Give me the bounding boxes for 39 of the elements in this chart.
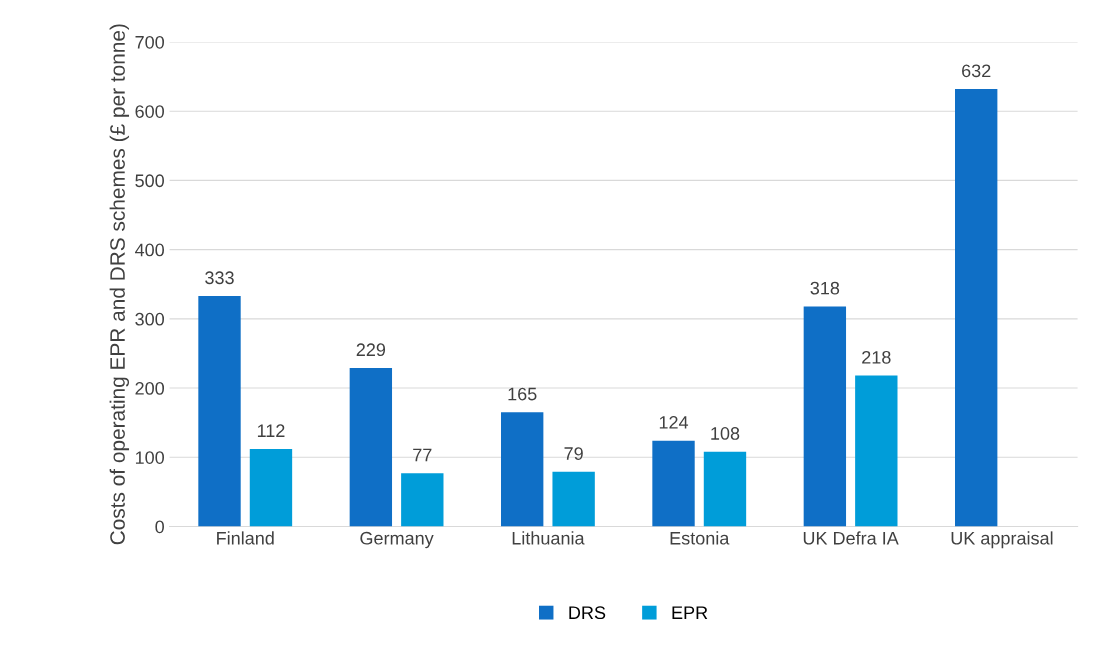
y-tick-label: 300 <box>135 312 165 326</box>
data-label: 112 <box>257 424 285 437</box>
x-tick-label: Lithuania <box>512 531 585 545</box>
y-tick-label: 100 <box>135 451 165 464</box>
y-tick-label: 400 <box>135 243 165 257</box>
bar <box>652 440 695 527</box>
legend-label: DRS <box>569 606 606 620</box>
bar <box>198 296 241 527</box>
bar <box>401 473 444 527</box>
x-tick-label: Germany <box>360 531 434 549</box>
y-axis-title: Costs of operating EPR and DRS schemes (£ per tonne) <box>109 24 130 545</box>
data-label: 333 <box>205 271 234 285</box>
x-tick-label: UK appraisal <box>951 531 1053 549</box>
y-tick-label: 200 <box>135 382 165 395</box>
x-tick-label: Finland <box>217 531 274 545</box>
data-label: 318 <box>810 281 840 295</box>
bar <box>501 412 544 527</box>
x-tick-label: UK Defra IA <box>803 531 899 545</box>
y-tick-label: 700 <box>135 35 165 49</box>
y-tick-label: 0 <box>155 520 164 534</box>
bar <box>955 89 998 527</box>
y-tick-label: 500 <box>135 174 165 188</box>
data-label: 77 <box>413 448 432 462</box>
bar <box>552 471 595 527</box>
data-label: 165 <box>508 387 537 401</box>
data-label: 218 <box>862 350 891 364</box>
data-label: 79 <box>564 447 583 460</box>
bar <box>703 451 747 527</box>
data-label: 124 <box>659 416 689 429</box>
y-tick-label: 600 <box>135 105 165 118</box>
bar <box>249 448 293 527</box>
data-label: 108 <box>711 427 740 440</box>
bar <box>855 375 898 527</box>
x-tick-label: Estonia <box>670 531 730 545</box>
data-label: 632 <box>962 64 991 78</box>
bar <box>803 306 847 527</box>
legend-label: EPR <box>672 606 708 619</box>
data-label: 229 <box>356 343 386 357</box>
bar <box>349 367 393 527</box>
